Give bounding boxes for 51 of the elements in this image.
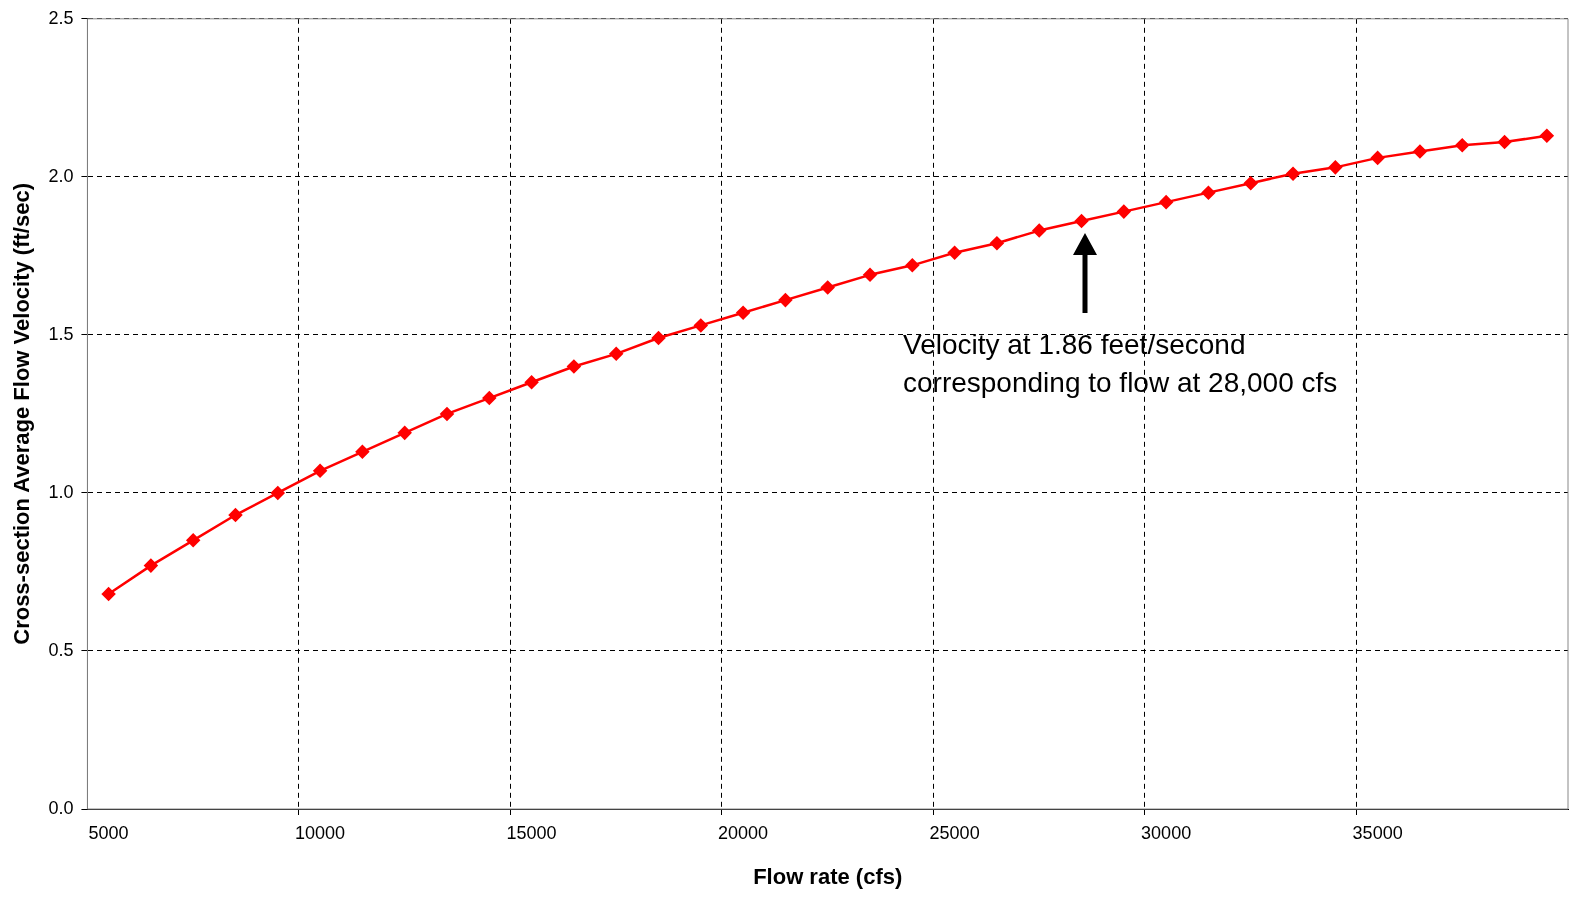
- x-tick-label: 35000: [1352, 822, 1403, 843]
- x-tick-label: 25000: [929, 822, 980, 843]
- x-tick-label: 10000: [295, 822, 346, 843]
- annotation: Velocity at 1.86 feet/second corresponding to flow at 28,000 cfs: [903, 328, 1339, 400]
- point: [1455, 138, 1469, 152]
- point: [1286, 166, 1300, 181]
- point: [778, 293, 793, 307]
- point: [990, 236, 1004, 250]
- point: [1159, 195, 1173, 209]
- y-axis-title: Cross-section Average Flow Velocity (ft/sec): [9, 183, 35, 645]
- point: [1201, 185, 1216, 200]
- point: [1497, 135, 1512, 149]
- point: [1540, 129, 1554, 143]
- y-tick-label: 2.0: [48, 165, 74, 186]
- point: [524, 375, 539, 390]
- point: [736, 306, 750, 320]
- point: [101, 587, 116, 601]
- y-tick-label: 0.5: [48, 639, 74, 660]
- point: [1074, 214, 1089, 228]
- point: [947, 245, 962, 260]
- point: [1328, 160, 1343, 175]
- point: [355, 445, 370, 459]
- x-tick-label: 15000: [506, 822, 557, 843]
- point: [397, 426, 412, 440]
- point: [1243, 176, 1258, 190]
- y-tick-label: 0.0: [48, 797, 74, 818]
- x-tick-label: 30000: [1141, 822, 1192, 843]
- y-tick-label: 1.5: [48, 323, 74, 344]
- point: [1032, 223, 1046, 238]
- x-tick-label: 20000: [718, 822, 769, 843]
- y-tick-label: 2.5: [48, 7, 74, 28]
- point: [482, 391, 497, 405]
- point: [905, 258, 920, 273]
- point: [144, 558, 158, 573]
- point: [651, 331, 666, 345]
- point: [1413, 144, 1427, 159]
- point: [694, 318, 708, 333]
- point: [567, 359, 581, 374]
- y-tick-label: 1.0: [48, 481, 74, 502]
- point: [609, 347, 623, 361]
- point: [1117, 204, 1131, 219]
- x-axis-title: Flow rate (cfs): [753, 863, 903, 889]
- point: [313, 464, 327, 478]
- x-tick-label: 5000: [88, 822, 129, 843]
- point: [186, 533, 200, 548]
- point: [820, 280, 835, 295]
- point: [228, 508, 243, 522]
- point: [440, 407, 454, 421]
- point: [271, 486, 285, 500]
- point: [863, 268, 877, 282]
- point: [1370, 151, 1385, 165]
